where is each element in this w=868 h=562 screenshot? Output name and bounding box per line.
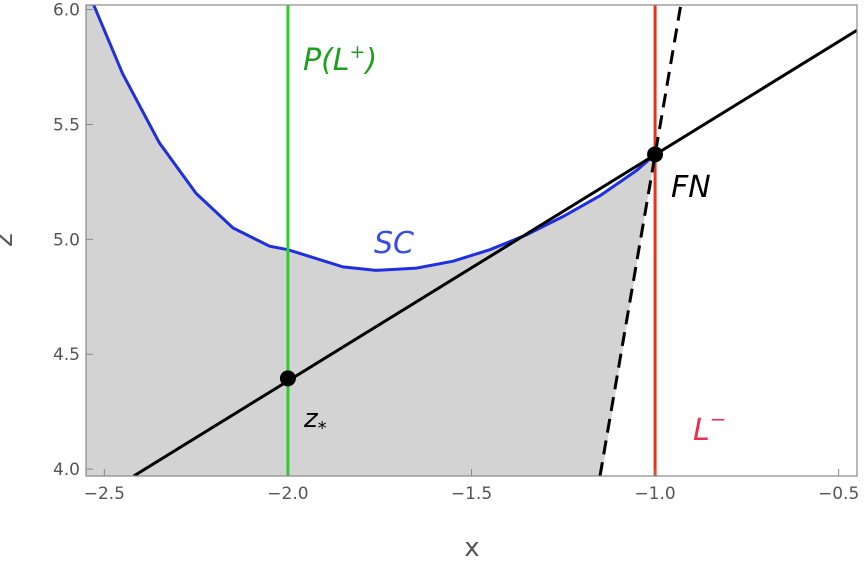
fn-label: FN <box>671 170 711 205</box>
z-label-main: z <box>303 404 319 434</box>
x-axis-label: x <box>464 533 479 562</box>
l-label-main: L <box>693 413 710 448</box>
shaded-region <box>86 5 656 476</box>
sc-curve <box>92 5 657 272</box>
y-axis-ticks: 4.0 4.5 5.0 5.5 6.0 <box>53 1 93 480</box>
x-tick-label: −1.0 <box>634 484 675 504</box>
sc-label: SC <box>374 226 414 261</box>
x-axis-ticks: −2.5 −2.0 −1.5 −1.0 −0.5 <box>84 469 859 504</box>
l-minus-label: L− <box>693 407 726 448</box>
plot-area <box>86 5 857 476</box>
z-label-sub: * <box>318 418 327 439</box>
p-label-close: ) <box>363 43 377 78</box>
dashed-line <box>598 5 683 476</box>
p-label-main: P(L <box>303 43 350 78</box>
z-star-point <box>279 370 296 387</box>
l-label-sup: − <box>710 407 727 431</box>
y-tick-label: 5.5 <box>53 115 80 135</box>
x-tick-label: −2.0 <box>267 484 308 504</box>
y-tick-label: 4.5 <box>53 345 80 365</box>
y-axis-label: z <box>0 233 19 247</box>
fn-point <box>647 146 664 163</box>
x-tick-label: −0.5 <box>818 484 859 504</box>
x-tick-label: −1.5 <box>451 484 492 504</box>
x-tick-label: −2.5 <box>84 484 125 504</box>
y-tick-label: 4.0 <box>53 460 80 480</box>
p-l-plus-label: P(L+) <box>303 41 377 78</box>
z-star-label: z* <box>303 404 327 439</box>
y-tick-label: 6.0 <box>53 1 80 21</box>
tangent-line <box>132 28 857 476</box>
y-tick-label: 5.0 <box>53 230 80 250</box>
p-label-sup: + <box>350 41 366 63</box>
